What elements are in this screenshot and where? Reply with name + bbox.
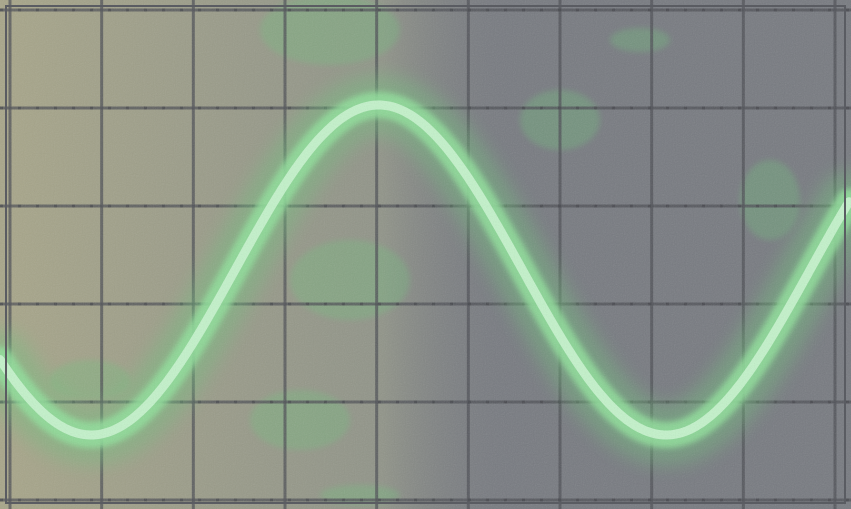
- screen-border: [5, 5, 846, 504]
